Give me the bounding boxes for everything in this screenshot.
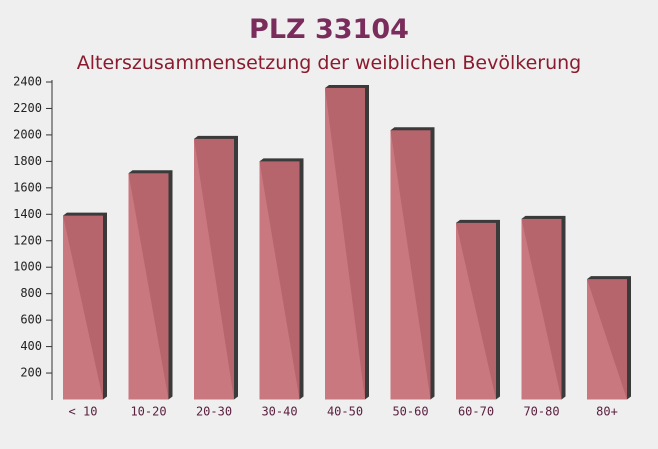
y-tick-label: 600 <box>20 313 42 327</box>
y-tick-label: 800 <box>20 286 42 300</box>
y-tick-label: 2200 <box>13 101 42 115</box>
x-tick-label: 40-50 <box>327 405 363 419</box>
y-tick-label: 1600 <box>13 180 42 194</box>
y-tick-label: 2000 <box>13 127 42 141</box>
bar <box>390 130 431 400</box>
bar <box>456 222 496 400</box>
x-tick-label: 20-30 <box>196 405 232 419</box>
bar <box>128 173 169 400</box>
x-tick-label: 10-20 <box>130 405 166 419</box>
y-tick-label: 1200 <box>13 233 42 247</box>
bar <box>63 215 103 400</box>
chart-subtitle: Alterszusammensetzung der weiblichen Bev… <box>77 52 581 74</box>
y-tick-label: 1000 <box>13 260 42 274</box>
y-tick-label: 2400 <box>13 75 42 89</box>
x-tick-label: 70-80 <box>523 405 559 419</box>
x-tick-label: < 10 <box>69 405 98 419</box>
x-tick-label: 80+ <box>596 405 618 419</box>
bar <box>587 279 627 400</box>
x-tick-label: 60-70 <box>458 405 494 419</box>
chart-title: PLZ 33104 <box>249 14 409 45</box>
x-tick-label: 30-40 <box>261 405 297 419</box>
y-tick-label: 1800 <box>13 154 42 168</box>
bar <box>194 138 234 400</box>
x-tick-label: 50-60 <box>392 405 428 419</box>
bar <box>325 87 365 400</box>
bar <box>259 161 300 400</box>
y-tick-label: 400 <box>20 339 42 353</box>
bar <box>521 218 562 400</box>
y-tick-label: 1400 <box>13 207 42 221</box>
y-tick-label: 200 <box>20 366 42 380</box>
